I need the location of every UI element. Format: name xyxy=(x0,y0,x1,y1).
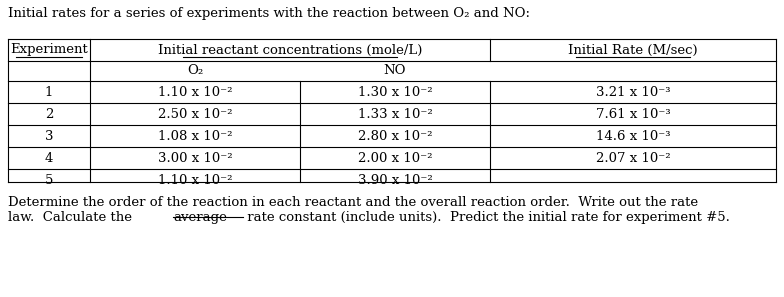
Text: Experiment: Experiment xyxy=(10,43,88,56)
Text: NO: NO xyxy=(383,64,406,78)
Text: 4: 4 xyxy=(45,151,53,165)
Text: Initial reactant concentrations (mole/L): Initial reactant concentrations (mole/L) xyxy=(158,43,423,56)
Text: 2.50 x 10⁻²: 2.50 x 10⁻² xyxy=(158,108,232,121)
Text: Initial rates for a series of experiments with the reaction between O₂ and NO:: Initial rates for a series of experiment… xyxy=(8,7,530,20)
Text: 14.6 x 10⁻³: 14.6 x 10⁻³ xyxy=(596,129,670,143)
Text: Initial Rate (M/sec): Initial Rate (M/sec) xyxy=(568,43,698,56)
Text: 3.21 x 10⁻³: 3.21 x 10⁻³ xyxy=(596,86,670,99)
Text: 1.08 x 10⁻²: 1.08 x 10⁻² xyxy=(158,129,232,143)
Text: 3.00 x 10⁻²: 3.00 x 10⁻² xyxy=(158,151,232,165)
Text: O₂: O₂ xyxy=(187,64,203,78)
Text: rate constant (include units).  Predict the initial rate for experiment #5.: rate constant (include units). Predict t… xyxy=(243,211,730,224)
Text: 7.61 x 10⁻³: 7.61 x 10⁻³ xyxy=(596,108,670,121)
Text: 1.30 x 10⁻²: 1.30 x 10⁻² xyxy=(358,86,432,99)
Text: average: average xyxy=(173,211,227,224)
Text: 5: 5 xyxy=(45,173,53,187)
Text: 3: 3 xyxy=(45,129,53,143)
Text: 3.90 x 10⁻²: 3.90 x 10⁻² xyxy=(358,173,432,187)
Text: 2.07 x 10⁻²: 2.07 x 10⁻² xyxy=(596,151,670,165)
Text: 2.80 x 10⁻²: 2.80 x 10⁻² xyxy=(358,129,432,143)
Text: 1.33 x 10⁻²: 1.33 x 10⁻² xyxy=(358,108,432,121)
Text: 2.00 x 10⁻²: 2.00 x 10⁻² xyxy=(358,151,432,165)
Text: law.  Calculate the: law. Calculate the xyxy=(8,211,136,224)
Text: 2: 2 xyxy=(45,108,53,121)
Text: Determine the order of the reaction in each reactant and the overall reaction or: Determine the order of the reaction in e… xyxy=(8,196,698,209)
Text: 1: 1 xyxy=(45,86,53,99)
Text: 1.10 x 10⁻²: 1.10 x 10⁻² xyxy=(158,86,232,99)
Text: 1.10 x 10⁻²: 1.10 x 10⁻² xyxy=(158,173,232,187)
